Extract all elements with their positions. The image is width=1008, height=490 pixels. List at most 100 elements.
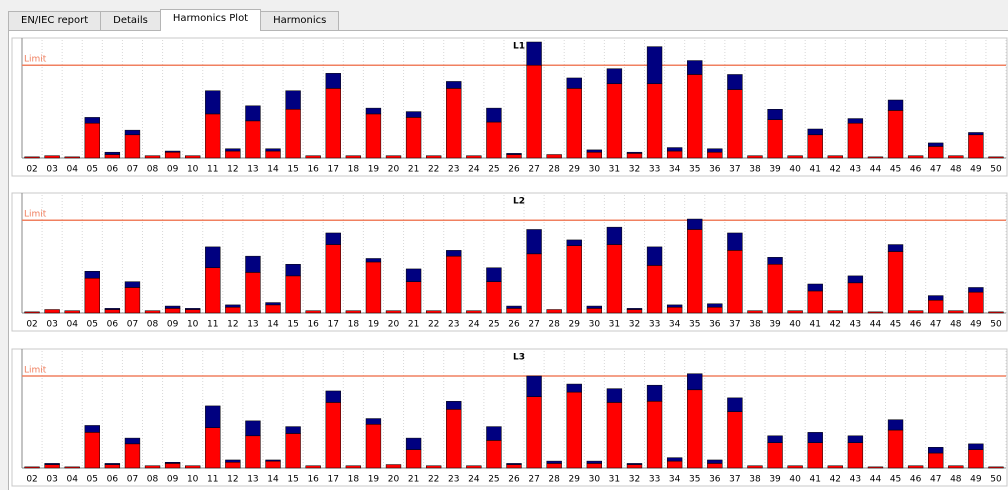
x-tick-label: 05 <box>87 475 98 485</box>
x-tick-label: 06 <box>107 165 119 175</box>
bar-segment <box>64 466 80 469</box>
x-tick-label: 09 <box>167 320 179 330</box>
bar-segment <box>104 309 121 314</box>
bar-segment <box>586 151 603 159</box>
bar-segment <box>446 401 462 410</box>
bar-segment <box>867 156 884 159</box>
bar-segment <box>787 155 803 159</box>
x-tick-label: 31 <box>609 165 620 175</box>
bar-segment <box>425 155 442 159</box>
bar-segment <box>405 437 422 450</box>
bar-segment <box>265 460 281 469</box>
bar-segment <box>626 308 643 310</box>
x-tick-label: 36 <box>709 320 721 330</box>
bar-segment <box>164 463 181 469</box>
bar-segment <box>225 304 241 308</box>
x-tick-label: 43 <box>850 475 861 485</box>
x-tick-label: 30 <box>589 475 601 485</box>
bar-segment <box>185 309 201 314</box>
x-tick-label: 37 <box>729 475 740 485</box>
bar-segment <box>968 449 984 469</box>
bar-segment <box>24 156 40 159</box>
bar-segment <box>124 287 141 314</box>
x-tick-label: 38 <box>749 165 761 175</box>
x-tick-label: 06 <box>107 475 119 485</box>
bar-segment <box>887 110 904 159</box>
bar-segment <box>606 68 623 85</box>
bar-segment <box>526 64 542 159</box>
bar-segment <box>928 447 944 454</box>
bar-segment <box>104 463 121 465</box>
bar-segment <box>847 122 864 159</box>
x-tick-label: 05 <box>87 165 98 175</box>
x-tick-label: 08 <box>147 165 159 175</box>
x-tick-label: 41 <box>809 320 820 330</box>
bar-segment <box>104 464 121 469</box>
bar-segment <box>305 310 321 314</box>
bar-segment <box>446 250 462 257</box>
x-tick-label: 24 <box>468 165 480 175</box>
bar-segment <box>365 424 382 469</box>
x-tick-label: 50 <box>990 320 1002 330</box>
bar-segment <box>747 465 763 469</box>
bar-segment <box>225 459 241 463</box>
bar-segment <box>546 463 562 469</box>
x-tick-label: 50 <box>990 165 1002 175</box>
bar-segment <box>546 309 562 314</box>
bar-segment <box>747 310 763 314</box>
x-tick-label: 45 <box>890 165 901 175</box>
x-tick-label: 16 <box>307 320 319 330</box>
bar-segment <box>787 465 803 469</box>
x-tick-label: 48 <box>950 320 962 330</box>
bar-segment <box>666 460 683 469</box>
x-tick-label: 23 <box>448 320 459 330</box>
bar-segment <box>626 464 643 469</box>
x-tick-label: 02 <box>26 165 37 175</box>
x-tick-label: 13 <box>247 320 258 330</box>
bar-segment <box>265 302 281 306</box>
bar-segment <box>506 305 522 309</box>
bar-segment <box>124 437 141 445</box>
bar-segment <box>767 257 783 265</box>
bar-segment <box>285 109 301 159</box>
x-tick-label: 41 <box>809 165 820 175</box>
x-tick-label: 22 <box>428 165 439 175</box>
x-tick-label: 12 <box>227 165 238 175</box>
bar-segment <box>666 150 683 159</box>
x-tick-label: 10 <box>187 320 199 330</box>
bar-segment <box>144 155 161 159</box>
x-tick-label: 39 <box>769 475 781 485</box>
bar-segment <box>707 463 723 469</box>
bar-segment <box>666 304 683 308</box>
bar-segment <box>526 253 542 314</box>
bar-segment <box>305 155 321 159</box>
x-tick-label: 28 <box>548 320 560 330</box>
x-tick-label: 28 <box>548 165 560 175</box>
bar-segment <box>325 232 341 245</box>
bar-segment <box>566 88 582 159</box>
bar-segment <box>727 250 743 314</box>
x-tick-label: 45 <box>890 475 901 485</box>
bar-segment <box>446 409 462 469</box>
bar-segment <box>506 463 522 465</box>
bar-segment <box>666 147 683 152</box>
bar-segment <box>345 465 362 469</box>
tab[interactable]: Harmonics Plot <box>159 9 262 31</box>
bar-segment <box>486 440 502 469</box>
bar-segment <box>24 466 40 469</box>
x-tick-label: 35 <box>689 475 700 485</box>
x-tick-label: 07 <box>127 320 138 330</box>
x-tick-label: 34 <box>669 475 681 485</box>
bar-segment <box>847 282 864 314</box>
x-tick-label: 17 <box>328 165 339 175</box>
bar-segment <box>928 142 944 147</box>
bar-segment <box>787 310 803 314</box>
bar-segment <box>928 146 944 159</box>
bar-segment <box>687 389 703 469</box>
bar-segment <box>164 150 181 153</box>
x-tick-label: 46 <box>910 475 922 485</box>
bar-segment <box>124 129 141 136</box>
bar-segment <box>807 134 823 159</box>
bar-segment <box>526 375 542 397</box>
x-tick-label: 29 <box>569 475 581 485</box>
